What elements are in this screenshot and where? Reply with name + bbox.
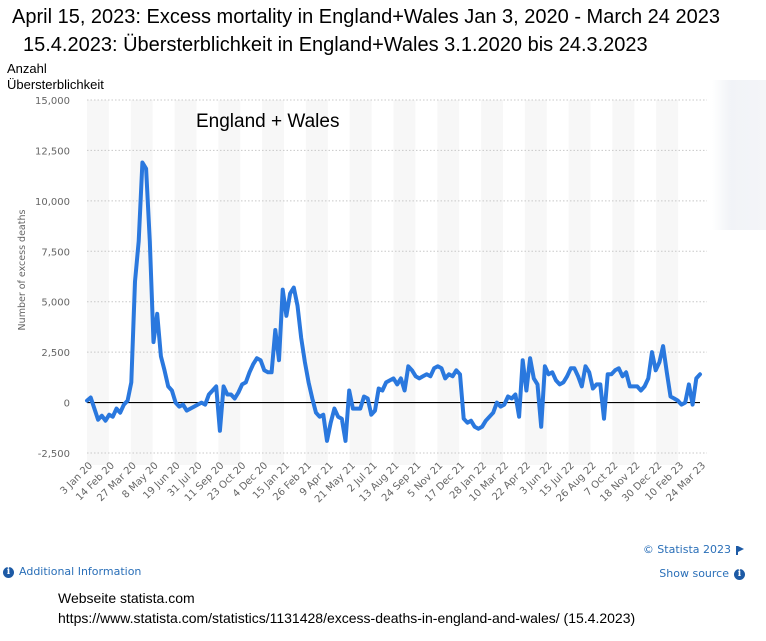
background-band: [568, 100, 591, 465]
show-source-link[interactable]: Show source i: [659, 567, 745, 580]
y-tick-label: -2,500: [38, 449, 70, 460]
statista-copyright[interactable]: © Statista 2023: [643, 543, 744, 556]
background-band: [349, 100, 372, 465]
y-tick-label: 5,000: [41, 298, 70, 309]
background-band: [612, 100, 635, 465]
source-website: Webseite statista.com: [58, 590, 195, 606]
additional-information-text: Additional Information: [19, 565, 142, 578]
series-line-excess-deaths: [85, 160, 702, 443]
copyright-text: © Statista 2023: [642, 543, 731, 556]
y-axis-label-german-line1: Anzahl: [7, 61, 47, 76]
info-icon: i: [734, 568, 745, 580]
additional-information-link[interactable]: i Additional Information: [3, 565, 141, 578]
show-source-text: Show source: [659, 567, 729, 580]
flag-icon[interactable]: [736, 545, 744, 555]
y-tick-label: 15,000: [35, 96, 70, 107]
y-axis-label-german-line2: Übersterblichkeit: [7, 77, 104, 92]
y-tick-label: 10,000: [35, 197, 70, 208]
y-tick-label: 0: [64, 399, 70, 410]
y-tick-label: 2,500: [41, 348, 70, 359]
background-bands: [87, 100, 679, 465]
y-axis-label-german: Anzahl Übersterblichkeit: [7, 61, 104, 93]
background-band: [393, 100, 416, 465]
background-band: [218, 100, 241, 465]
y-tick-label: 7,500: [41, 247, 70, 258]
chart-title-english: April 15, 2023: Excess mortality in Engl…: [12, 6, 720, 28]
info-icon: i: [3, 566, 14, 578]
background-band: [305, 100, 328, 465]
background-band: [262, 100, 285, 465]
background-band: [481, 100, 503, 465]
y-tick-label: 12,500: [35, 146, 70, 157]
chart-fade-overlay: [712, 80, 766, 230]
source-url[interactable]: https://www.statista.com/statistics/1131…: [58, 610, 636, 626]
background-band: [174, 100, 197, 465]
chart-title-german: 15.4.2023: Übersterblichkeit in England+…: [23, 34, 648, 56]
background-band: [656, 100, 679, 465]
background-band: [437, 100, 460, 465]
y-axis-ticks: -2,500 0 2,500 5,000 7,500 10,000 12,500 15,000: [35, 96, 70, 460]
y-axis-title: Number of excess deaths: [17, 210, 28, 331]
background-band: [87, 100, 109, 465]
excess-deaths-line-chart: -2,500 0 2,500 5,000 7,500 10,000 12,500 15,000…: [17, 96, 708, 505]
chart-inner-label: England + Wales: [196, 111, 339, 132]
